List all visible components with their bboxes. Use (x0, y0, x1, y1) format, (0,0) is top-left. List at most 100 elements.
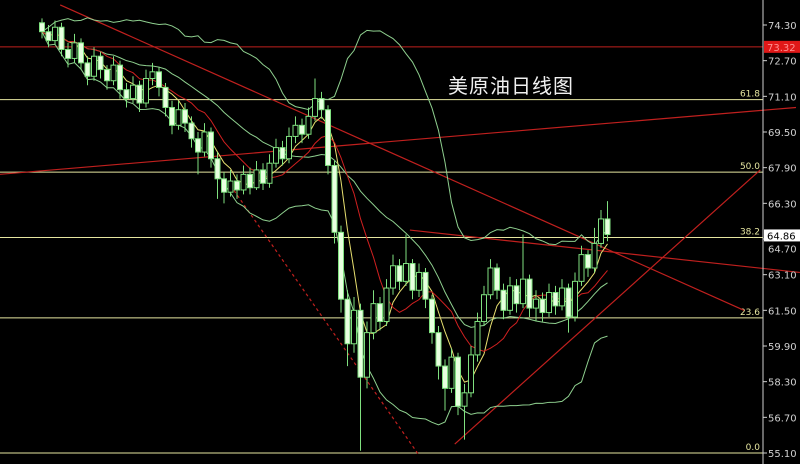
candle-body (364, 332, 370, 378)
candle-body (162, 86, 169, 108)
candle-body (299, 124, 305, 135)
candle-body (481, 294, 487, 322)
candle-body (292, 124, 299, 137)
candle-body (370, 303, 377, 334)
candle-body (500, 289, 507, 311)
candle-body (169, 106, 175, 126)
candle-body (487, 267, 494, 296)
candle-body (507, 285, 513, 311)
red-level-label: 73.32 (767, 43, 796, 54)
candle-body (377, 303, 383, 322)
current-price-badge (764, 229, 800, 242)
trendline (230, 185, 420, 456)
candle-body (182, 109, 188, 124)
price-tick-label: 66.30 (768, 199, 797, 210)
candle-body (52, 26, 58, 42)
trendline (59, 4, 745, 311)
candle-body (97, 55, 104, 71)
chart-title: 美原油日线图 (448, 74, 574, 98)
candle-body (234, 180, 240, 191)
fib-level-label: 0.0 (746, 443, 761, 453)
candle-body (104, 69, 110, 82)
candle-body (526, 278, 533, 309)
price-tick-label: 59.90 (768, 342, 797, 353)
price-tick-label: 64.70 (768, 244, 797, 255)
price-tick-label: 58.30 (768, 378, 797, 389)
candle-body (247, 173, 253, 189)
price-tick-label: 72.70 (768, 57, 797, 68)
candle-body (136, 84, 143, 104)
candle-body (539, 298, 546, 314)
candle-body (357, 309, 364, 378)
candle-body (279, 147, 286, 160)
trendline (0, 106, 797, 175)
price-tick-label: 63.10 (768, 271, 797, 282)
candle-body (117, 64, 123, 91)
candle-body (578, 254, 585, 282)
moving-average-fast (41, 31, 608, 383)
candle-body (156, 71, 162, 88)
candle-body (559, 287, 565, 307)
candle-body (331, 164, 338, 233)
candle-body (390, 265, 396, 289)
candle-body (422, 271, 429, 300)
candle-body (552, 292, 559, 307)
candle-body (585, 254, 591, 269)
candle-body (416, 271, 422, 291)
candle-body (591, 242, 598, 269)
candle-body (565, 287, 572, 318)
candle-body (143, 78, 149, 104)
candle-body (383, 287, 390, 322)
trendline (409, 229, 800, 274)
candle-body (468, 354, 474, 394)
price-tick-label: 67.90 (768, 164, 797, 175)
bollinger-lower (41, 31, 608, 426)
price-tick-label: 74.30 (768, 21, 797, 32)
candle-body (429, 298, 435, 334)
candle-body (175, 109, 182, 126)
candle-body (598, 218, 604, 244)
candle-body (260, 169, 266, 184)
price-tick-label: 71.10 (768, 92, 797, 103)
candle-body (214, 158, 221, 180)
fib-level-label: 38.2 (740, 227, 760, 237)
candle-body (240, 173, 247, 191)
candle-body (546, 292, 552, 314)
candle-body (396, 265, 403, 282)
price-tick-label: 56.70 (768, 413, 797, 424)
candle-body (221, 178, 227, 193)
red-level-badge (764, 40, 800, 53)
candle-body (442, 365, 448, 389)
moving-average-slow (41, 31, 608, 352)
candle-body (78, 42, 84, 64)
price-tick-label: 69.50 (768, 128, 797, 139)
candle-body (286, 135, 292, 160)
candle-body (533, 298, 539, 309)
candle-body (455, 356, 461, 407)
candle-body (110, 64, 117, 82)
candle-body (572, 280, 578, 318)
candle-body (123, 89, 130, 100)
candle-body (149, 71, 156, 79)
price-tick-label: 55.10 (768, 449, 797, 460)
candle-body (604, 218, 611, 236)
candle-body (344, 298, 351, 345)
fib-level-label: 61.8 (740, 90, 760, 100)
candle-body (403, 263, 409, 282)
candle-body (130, 84, 136, 100)
candle-body (318, 98, 325, 111)
trendline (454, 169, 761, 445)
candle-body (195, 138, 201, 153)
price-tick-label: 61.50 (768, 306, 797, 317)
candle-body (84, 62, 91, 77)
candle-body (45, 31, 52, 42)
bollinger-middle (41, 31, 608, 328)
candle-body (338, 231, 344, 300)
candle-body (448, 356, 455, 389)
candle-body (312, 98, 318, 117)
candle-body (39, 22, 45, 33)
candle-body (227, 180, 234, 193)
candle-body (474, 320, 481, 356)
